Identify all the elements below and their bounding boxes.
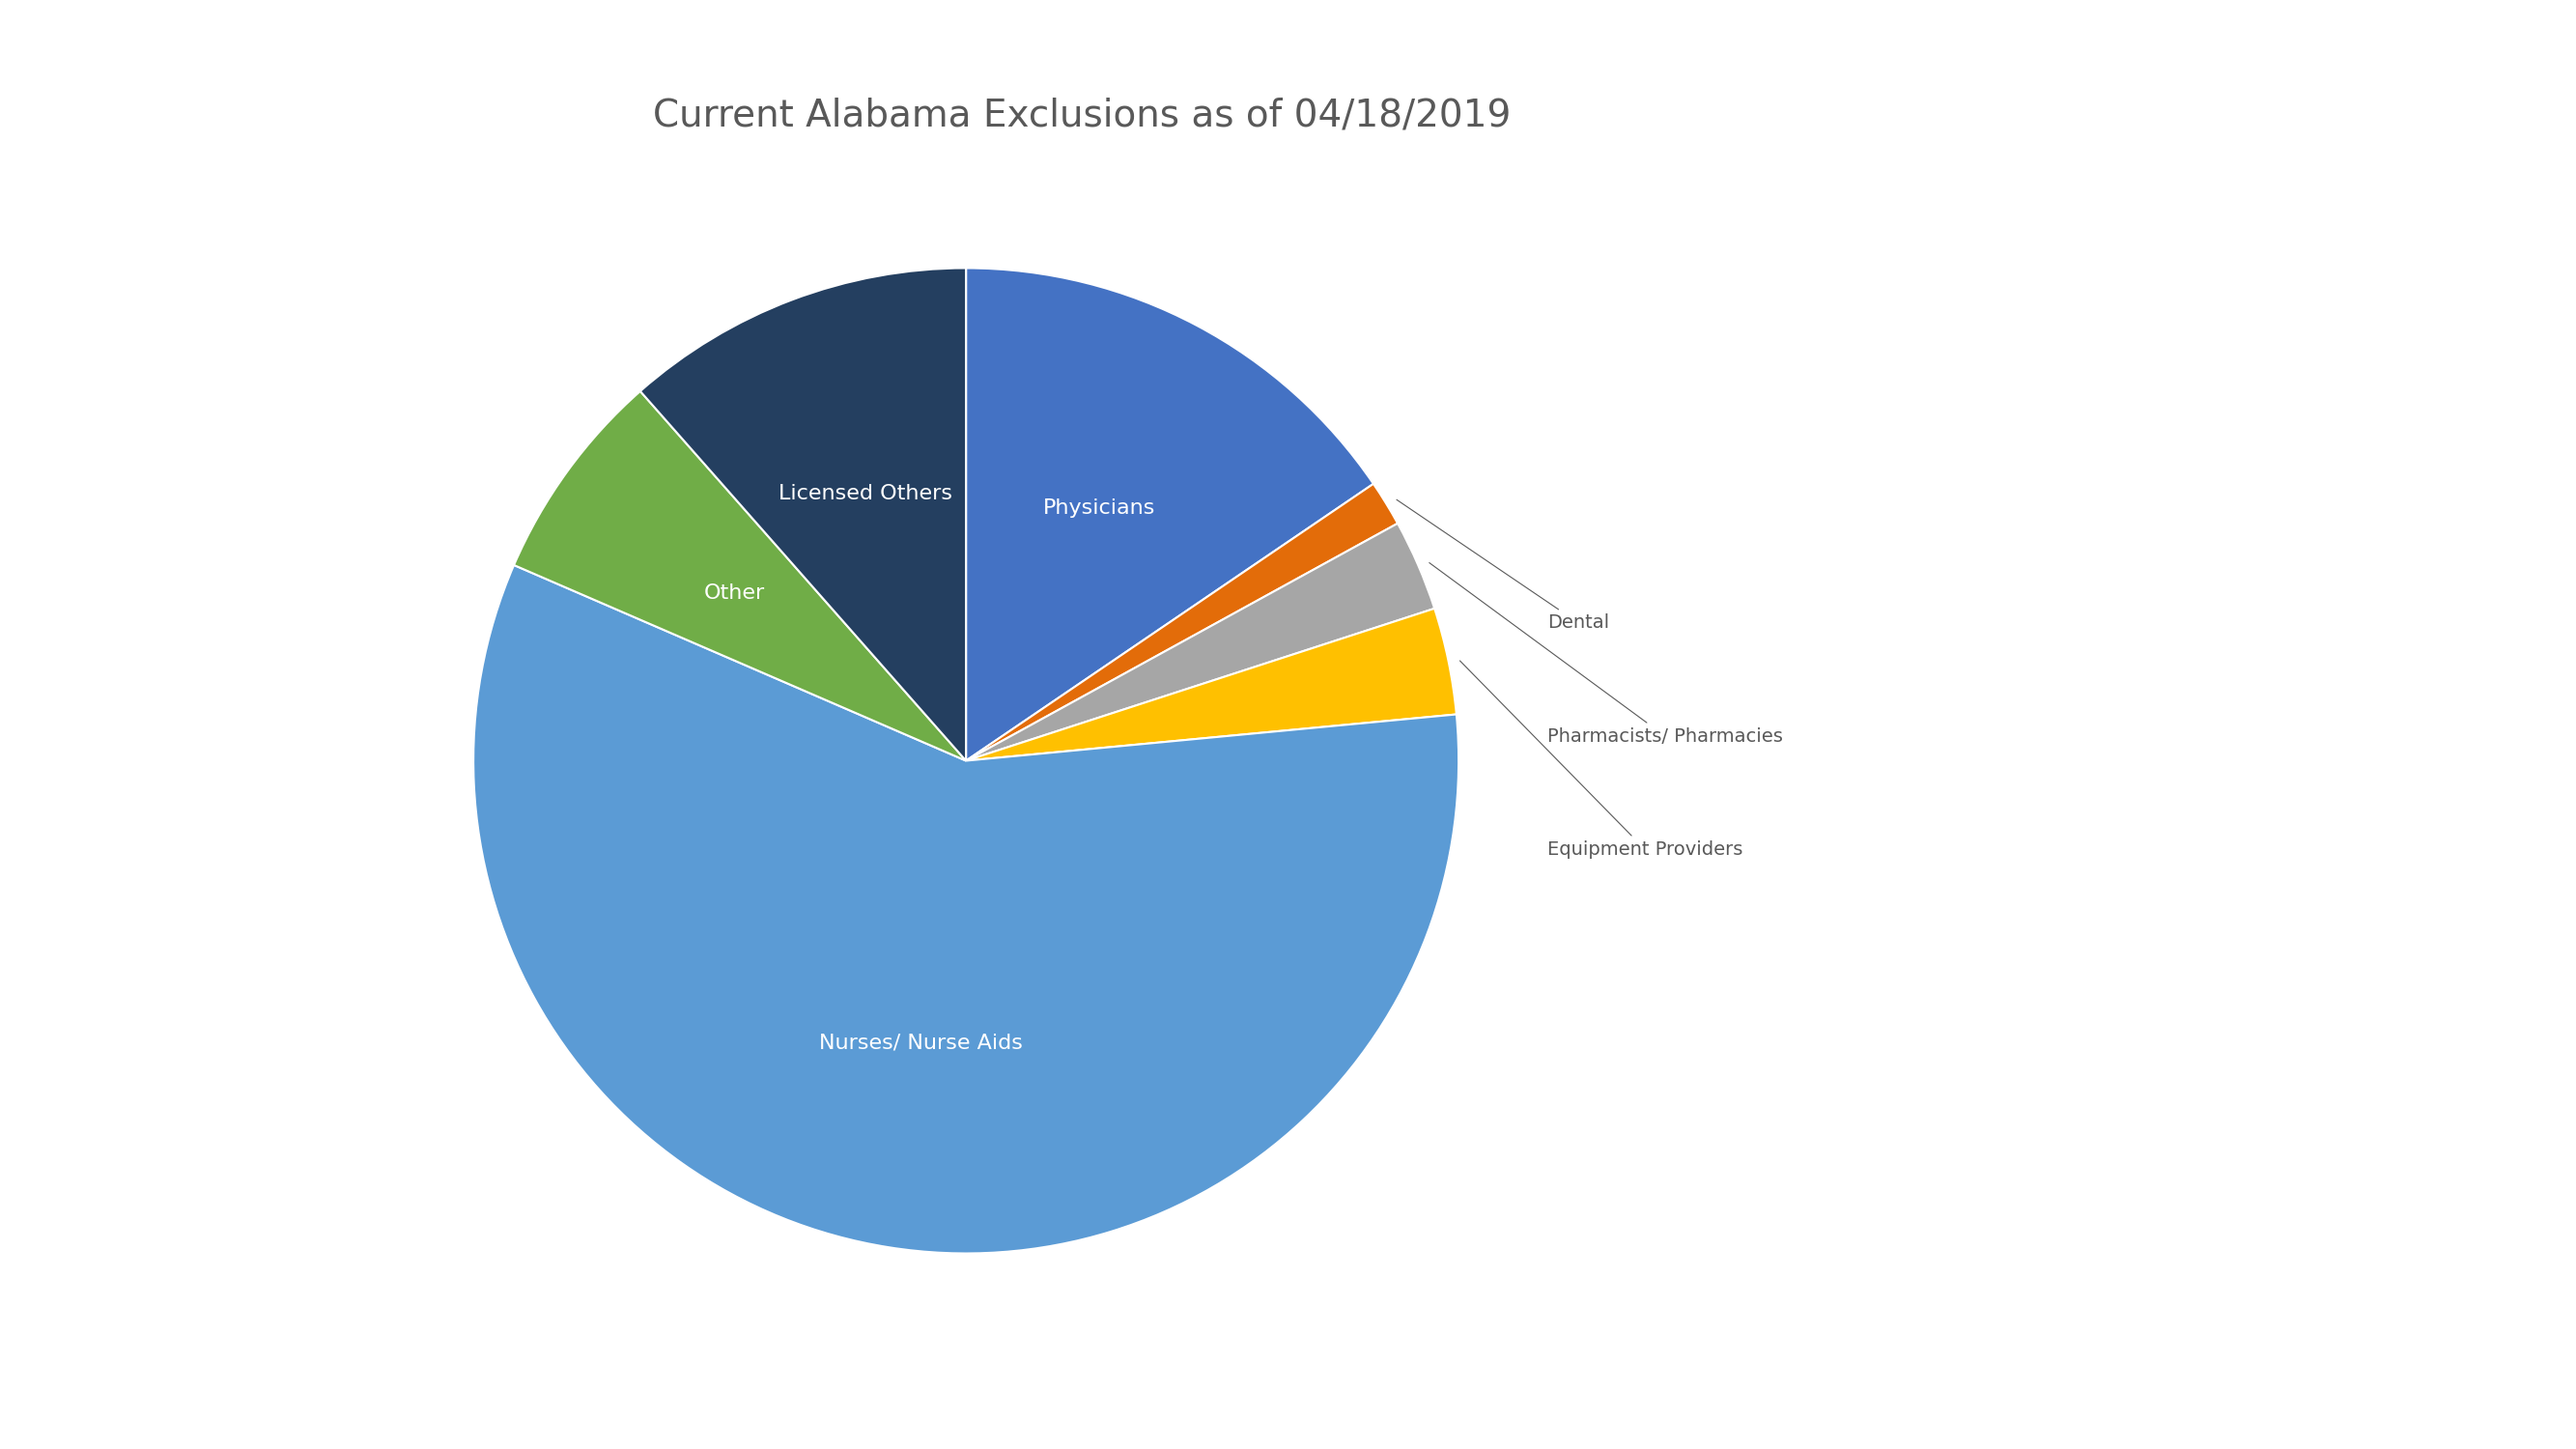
Text: Current Alabama Exclusions as of 04/18/2019: Current Alabama Exclusions as of 04/18/2…: [652, 97, 1512, 135]
Wedge shape: [641, 268, 966, 761]
Text: Other: Other: [703, 582, 765, 603]
Text: Physicians: Physicians: [1043, 498, 1157, 517]
Wedge shape: [966, 609, 1455, 761]
Wedge shape: [966, 484, 1399, 761]
Wedge shape: [966, 268, 1373, 761]
Text: Dental: Dental: [1396, 500, 1610, 632]
Text: Pharmacists/ Pharmacies: Pharmacists/ Pharmacies: [1430, 562, 1783, 745]
Text: Licensed Others: Licensed Others: [778, 484, 953, 503]
Wedge shape: [474, 565, 1458, 1253]
Wedge shape: [515, 391, 966, 761]
Text: Nurses/ Nurse Aids: Nurses/ Nurse Aids: [819, 1033, 1023, 1052]
Wedge shape: [966, 523, 1435, 761]
Text: Equipment Providers: Equipment Providers: [1461, 661, 1744, 859]
